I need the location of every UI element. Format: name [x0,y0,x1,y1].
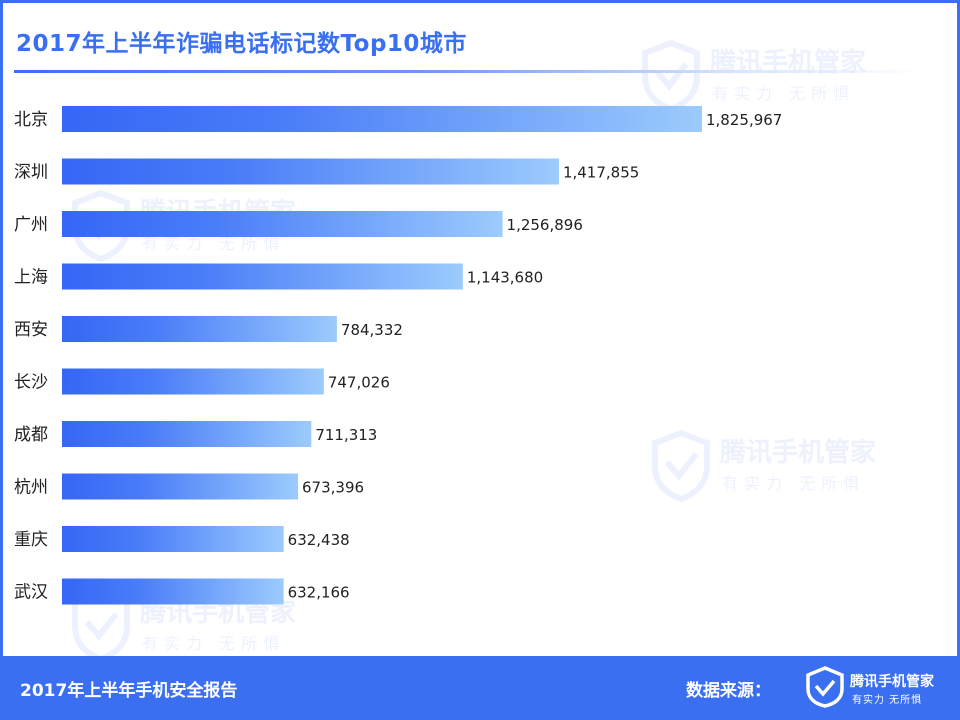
category-label: 广州 [14,215,48,235]
bar [62,421,312,447]
category-label: 武汉 [14,583,48,603]
value-label: 1,256,896 [507,216,583,234]
category-label: 杭州 [14,478,48,498]
category-label: 长沙 [14,373,48,393]
value-label: 673,396 [302,479,364,497]
value-label: 747,026 [328,374,390,392]
bar [62,158,559,185]
bar [62,473,299,500]
bar [62,263,463,290]
bar [62,368,324,395]
bar-chart: 北京 1,825,967 深圳 1,417,855 广州 1,256,896 上海 1,143… [14,106,782,605]
value-label: 632,438 [288,531,350,549]
value-label: 1,143,680 [467,269,543,287]
footer-bar: 2017年上半年手机安全报告 数据来源： 腾讯手机管家 有实力 无所惧 [0,656,960,720]
value-label: 632,166 [288,584,350,602]
category-label: 成都 [14,425,48,445]
bar [62,211,503,237]
bar [62,526,284,552]
value-label: 1,825,967 [706,111,782,129]
footer-brand-name: 腾讯手机管家 [850,674,934,690]
value-label: 1,417,855 [563,164,639,182]
chart-title: 2017年上半年诈骗电话标记数Top10城市 [16,31,467,57]
title-underline [14,70,926,73]
bar [62,578,284,605]
category-label: 北京 [14,110,48,130]
data-source-label: 数据来源： [686,681,771,701]
category-label: 上海 [14,268,48,288]
value-label: 784,332 [341,321,403,339]
category-label: 西安 [14,320,48,340]
value-label: 711,313 [315,426,377,444]
shield-logo-icon [806,666,844,708]
bar [62,316,337,342]
footer-slogan: 有实力 无所惧 [852,695,923,706]
category-label: 深圳 [14,163,48,183]
report-name: 2017年上半年手机安全报告 [20,681,238,701]
bar [62,106,702,132]
category-label: 重庆 [14,530,48,550]
